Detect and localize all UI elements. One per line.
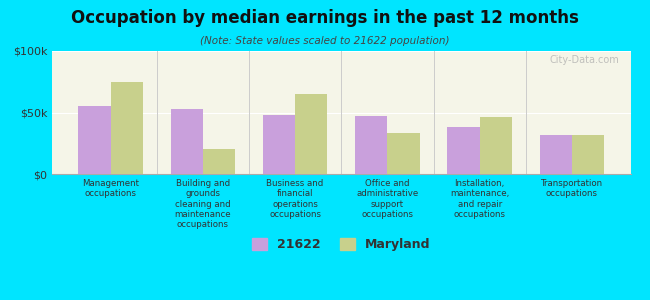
Bar (78, 106, 111, 174)
Bar (111, 82, 143, 174)
Bar (295, 94, 328, 174)
Bar (263, 115, 295, 174)
Bar (203, 149, 235, 174)
Text: (Note: State values scaled to 21622 population): (Note: State values scaled to 21622 popu… (200, 36, 450, 46)
Bar (170, 109, 203, 174)
Legend: 21622, Maryland: 21622, Maryland (247, 233, 436, 256)
Text: Occupation by median earnings in the past 12 months: Occupation by median earnings in the pas… (71, 9, 579, 27)
Text: City-Data.com: City-Data.com (549, 55, 619, 65)
Bar (387, 134, 420, 174)
Bar (480, 117, 512, 174)
Bar (540, 135, 572, 174)
Bar (572, 135, 604, 174)
Bar (447, 127, 480, 174)
Bar (355, 116, 387, 174)
